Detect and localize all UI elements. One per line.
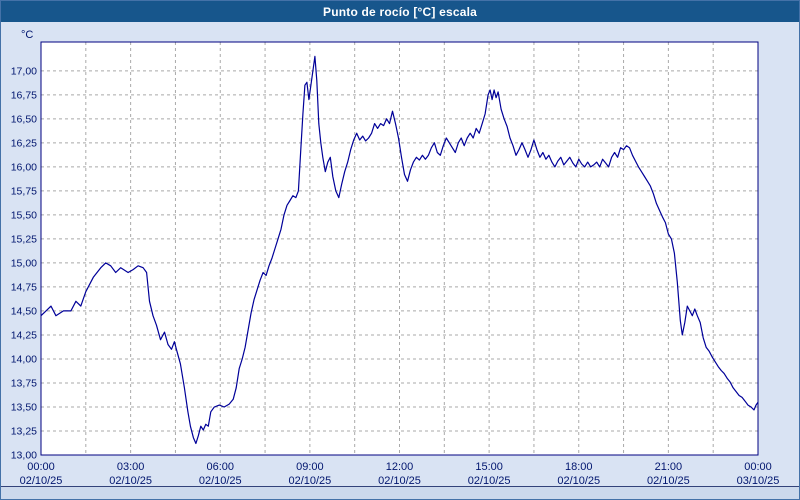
y-tick-label: 15,00 (11, 257, 37, 269)
x-tick-time: 15:00 (475, 461, 503, 473)
x-tick-date: 02/10/25 (468, 475, 511, 487)
y-tick-label: 15,75 (11, 185, 37, 197)
y-tick-label: 14,25 (11, 329, 37, 341)
x-tick-date: 02/10/25 (20, 475, 63, 487)
bottom-strip (1, 486, 799, 499)
x-tick-date: 02/10/25 (288, 475, 331, 487)
title-bar: Punto de rocío [°C] escala (1, 1, 799, 22)
y-tick-label: 13,00 (11, 450, 37, 462)
x-tick-time: 21:00 (655, 461, 683, 473)
y-tick-label: 13,50 (11, 401, 37, 413)
dewpoint-series-line (40, 55, 759, 445)
y-tick-label: 14,00 (11, 353, 37, 365)
dewpoint-line-chart: 13,00 13,25 13,50 13,75 14,00 14,25 14,50 14,75… (11, 29, 780, 487)
chart-title: Punto de rocío [°C] escala (322, 4, 478, 19)
x-tick-time: 06:00 (206, 461, 234, 473)
y-axis-unit: °C (21, 29, 33, 41)
x-tick-time: 18:00 (565, 461, 593, 473)
y-tick-label: 13,25 (11, 425, 37, 437)
x-tick-time: 00:00 (744, 461, 772, 473)
x-tick-date: 02/10/25 (199, 475, 242, 487)
y-tick-label: 15,50 (11, 209, 37, 221)
x-tick-time: 00:00 (27, 461, 55, 473)
plot-frame (40, 41, 759, 456)
x-tick-date: 02/10/25 (647, 475, 690, 487)
y-tick-label: 15,25 (11, 233, 37, 245)
y-tick-label: 16,75 (11, 89, 37, 101)
y-tick-label: 17,00 (11, 65, 37, 77)
y-tick-label: 14,75 (11, 281, 37, 293)
x-tick-time: 12:00 (386, 461, 414, 473)
x-tick-date: 02/10/25 (378, 475, 421, 487)
x-tick-date: 03/10/25 (737, 475, 780, 487)
chart-area: 13,00 13,25 13,50 13,75 14,00 14,25 14,50 14,75… (1, 22, 799, 488)
y-tick-label: 13,75 (11, 377, 37, 389)
x-tick-date: 02/10/25 (557, 475, 600, 487)
y-tick-label: 16,25 (11, 137, 37, 149)
x-tick-time: 09:00 (296, 461, 324, 473)
y-tick-label: 14,50 (11, 305, 37, 317)
x-tick-time: 03:00 (117, 461, 145, 473)
y-tick-label: 16,00 (11, 161, 37, 173)
x-tick-date: 02/10/25 (109, 475, 152, 487)
y-tick-label: 16,50 (11, 113, 37, 125)
